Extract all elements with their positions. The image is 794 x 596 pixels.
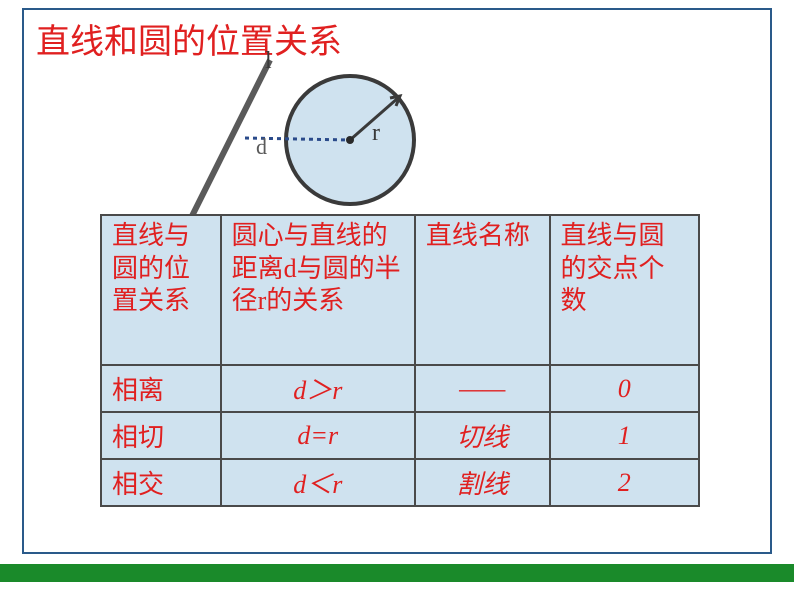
table-row: 相离 d＞r —— 0	[101, 365, 699, 412]
header-name: 直线名称	[415, 215, 550, 365]
cell-count: 2	[550, 459, 699, 506]
cell-count: 1	[550, 412, 699, 459]
table-row: 相交 d＜r 割线 2	[101, 459, 699, 506]
table-header-row: 直线与圆的位置关系 圆心与直线的距离d与圆的半径r的关系 直线名称 直线与圆的交…	[101, 215, 699, 365]
radius-label: r	[372, 120, 380, 146]
center-dot	[346, 136, 354, 144]
cell-relation: 相交	[101, 459, 221, 506]
relation-table: 直线与圆的位置关系 圆心与直线的距离d与圆的半径r的关系 直线名称 直线与圆的交…	[100, 214, 700, 507]
cell-condition: d=r	[221, 412, 415, 459]
cell-condition: d＜r	[221, 459, 415, 506]
cell-relation: 相切	[101, 412, 221, 459]
cell-condition: d＞r	[221, 365, 415, 412]
header-condition: 圆心与直线的距离d与圆的半径r的关系	[221, 215, 415, 365]
cell-count: 0	[550, 365, 699, 412]
bottom-white-bar	[0, 582, 794, 596]
cell-relation: 相离	[101, 365, 221, 412]
cell-name: 切线	[415, 412, 550, 459]
table-row: 相切 d=r 切线 1	[101, 412, 699, 459]
bottom-green-bar	[0, 564, 794, 582]
line-label: l	[265, 50, 272, 74]
distance-label: d	[256, 134, 267, 159]
header-count: 直线与圆的交点个数	[550, 215, 699, 365]
diagram-svg: l d r	[150, 50, 470, 225]
cell-name: ——	[415, 365, 550, 412]
cell-name: 割线	[415, 459, 550, 506]
line-circle-diagram: l d r	[150, 50, 470, 220]
header-relation: 直线与圆的位置关系	[101, 215, 221, 365]
